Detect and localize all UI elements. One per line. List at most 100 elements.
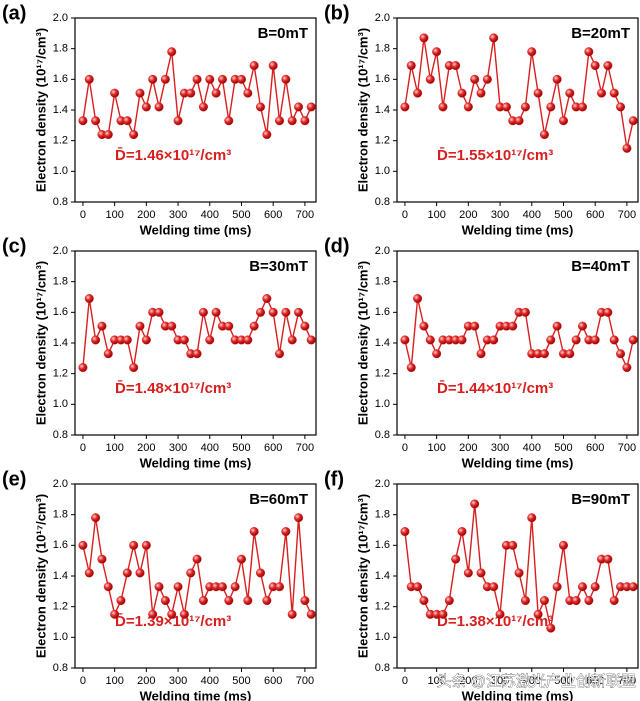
data-point <box>533 609 543 619</box>
data-point <box>406 363 416 373</box>
data-point <box>451 61 461 71</box>
data-point <box>571 596 581 606</box>
plot-frame <box>74 250 317 436</box>
x-tick-label: 100 <box>427 675 445 687</box>
data-point <box>294 513 304 523</box>
data-point <box>205 335 215 345</box>
data-point <box>262 130 272 140</box>
y-tick-label: 1.6 <box>53 539 68 551</box>
data-point <box>186 88 196 98</box>
data-point <box>217 582 227 592</box>
data-point <box>275 116 285 126</box>
y-tick-label: 1.2 <box>375 601 390 613</box>
y-tick-label: 1.2 <box>375 368 390 380</box>
field-label: B=90mT <box>571 491 630 508</box>
field-label: B=60mT <box>249 491 308 508</box>
data-point <box>287 609 297 619</box>
data-point <box>167 321 177 331</box>
x-tick-label: 200 <box>459 675 477 687</box>
x-axis-label: Welding time (ms) <box>462 455 574 470</box>
data-point <box>116 596 126 606</box>
data-point <box>167 47 177 57</box>
data-point <box>622 363 632 373</box>
data-point <box>256 307 266 317</box>
annotation: D̄=1.44×10¹⁷/cm³ <box>437 379 553 397</box>
data-point <box>230 582 240 592</box>
data-point <box>167 609 177 619</box>
data-point <box>400 335 410 345</box>
x-tick-label: 500 <box>232 442 250 454</box>
data-point <box>211 307 221 317</box>
x-tick-label: 400 <box>523 209 541 221</box>
data-point <box>154 102 164 112</box>
panel-label: (a) <box>2 2 26 24</box>
y-tick-label: 0.8 <box>53 662 68 674</box>
data-point <box>129 363 139 373</box>
x-tick-label: 400 <box>201 442 219 454</box>
data-point <box>268 307 278 317</box>
data-point <box>520 596 530 606</box>
data-point <box>306 335 316 345</box>
x-tick-label: 600 <box>264 442 282 454</box>
data-point <box>78 363 88 373</box>
data-point <box>135 568 145 578</box>
data-point <box>578 102 588 112</box>
data-point <box>584 596 594 606</box>
annotation: D̄=1.38×10¹⁷/cm³ <box>437 612 553 630</box>
data-point <box>539 349 549 359</box>
data-point <box>281 307 291 317</box>
y-tick-label: 1.4 <box>375 104 390 116</box>
data-point <box>287 116 297 126</box>
y-tick-label: 1.4 <box>375 570 390 582</box>
data-point <box>616 102 626 112</box>
panel-label: (e) <box>2 468 26 490</box>
data-point <box>275 582 285 592</box>
x-axis-label: Welding time (ms) <box>462 222 574 237</box>
data-point <box>470 74 480 84</box>
data-point <box>584 47 594 57</box>
data-point <box>508 540 518 550</box>
x-axis-label: Welding time (ms) <box>140 455 252 470</box>
data-point <box>294 102 304 112</box>
data-line <box>404 503 634 629</box>
data-point <box>603 307 613 317</box>
data-point <box>501 102 511 112</box>
data-point <box>419 33 429 43</box>
data-point <box>413 294 423 304</box>
data-point <box>281 74 291 84</box>
data-point <box>432 349 442 359</box>
data-point <box>546 102 556 112</box>
data-point <box>262 294 272 304</box>
field-label: B=30mT <box>249 258 308 275</box>
data-point <box>425 335 435 345</box>
data-point <box>224 116 234 126</box>
data-point <box>294 307 304 317</box>
data-point <box>425 74 435 84</box>
data-point <box>78 540 88 550</box>
y-tick-label: 1.2 <box>53 135 68 147</box>
data-point <box>590 61 600 71</box>
y-tick-label: 0.8 <box>375 429 390 441</box>
data-point <box>91 116 101 126</box>
data-point <box>520 102 530 112</box>
x-tick-label: 400 <box>201 209 219 221</box>
data-point <box>186 568 196 578</box>
data-point <box>249 321 259 331</box>
data-point <box>622 143 632 153</box>
x-tick-label: 0 <box>80 442 86 454</box>
x-tick-label: 100 <box>427 209 445 221</box>
data-point <box>546 335 556 345</box>
data-point <box>110 88 120 98</box>
data-point <box>306 102 316 112</box>
data-point <box>451 554 461 564</box>
data-point <box>609 88 619 98</box>
data-point <box>243 335 253 345</box>
data-point <box>533 88 543 98</box>
y-tick-label: 2.0 <box>375 12 390 24</box>
data-point <box>224 321 234 331</box>
data-point <box>281 527 291 537</box>
x-tick-label: 200 <box>137 209 155 221</box>
data-point <box>419 596 429 606</box>
data-point <box>609 335 619 345</box>
data-point <box>154 307 164 317</box>
